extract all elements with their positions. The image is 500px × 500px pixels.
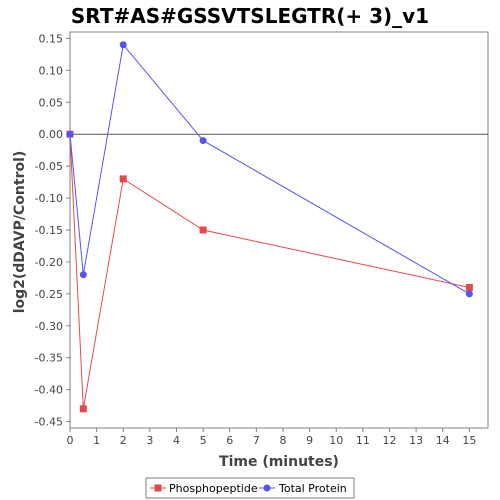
legend-label: Total Protein (278, 482, 347, 495)
x-tick-label: 15 (462, 434, 476, 447)
x-tick-label: 3 (146, 434, 153, 447)
data-point (465, 290, 473, 298)
series-total-protein (66, 41, 473, 298)
x-tick-label: 12 (382, 434, 396, 447)
x-tick-label: 0 (67, 434, 74, 447)
legend-item: Phosphopeptide (150, 482, 258, 495)
y-tick-label: -0.30 (35, 320, 63, 333)
y-tick-label: 0.00 (39, 128, 64, 141)
x-tick-label: 4 (173, 434, 180, 447)
x-tick-label: 1 (93, 434, 100, 447)
y-tick-label: -0.40 (35, 384, 63, 397)
x-tick-label: 13 (409, 434, 423, 447)
x-tick-label: 11 (356, 434, 370, 447)
legend: Phosphopeptide Total Protein (145, 477, 355, 499)
chart-title: SRT#AS#GSSVTSLEGTR(+ 3)_v1 (71, 4, 429, 28)
data-point (119, 41, 127, 49)
y-tick-label: 0.15 (39, 32, 64, 45)
y-axis-label: log2(dDAVP/Control) (12, 151, 28, 314)
legend-box (145, 477, 355, 499)
y-tick-label: 0.10 (39, 64, 64, 77)
y-tick-label: -0.15 (35, 224, 63, 237)
y-tick-label: 0.05 (39, 96, 64, 109)
legend-item: Total Protein (259, 482, 347, 495)
y-axis: 0.15 0.10 0.05 0.00 -0.05 -0.10 -0.15 -0.20 -0.2… (35, 32, 70, 429)
legend-marker (263, 484, 271, 492)
x-tick-label: 5 (200, 434, 207, 447)
x-tick-label: 10 (329, 434, 343, 447)
x-tick-label: 14 (436, 434, 450, 447)
plot-area (69, 31, 489, 429)
x-axis-label: Time (minutes) (219, 454, 339, 470)
data-point (66, 130, 74, 138)
x-tick-label: 2 (120, 434, 127, 447)
x-tick-label: 6 (226, 434, 233, 447)
data-point (199, 137, 207, 145)
legend-label: Phosphopeptide (169, 482, 258, 495)
y-tick-label: -0.10 (35, 192, 63, 205)
data-point (465, 283, 473, 291)
legend-marker (154, 484, 162, 492)
data-point (199, 226, 207, 234)
data-point (79, 271, 87, 279)
x-tick-label: 9 (306, 434, 313, 447)
y-tick-label: -0.20 (35, 256, 63, 269)
x-tick-label: 7 (253, 434, 260, 447)
y-tick-label: -0.25 (35, 288, 63, 301)
y-tick-label: -0.45 (35, 416, 63, 429)
y-tick-label: -0.35 (35, 352, 63, 365)
data-point (79, 405, 87, 413)
x-axis: 0 1 2 3 4 5 6 7 8 9 10 11 12 13 14 15 (67, 428, 476, 447)
series-layer (66, 41, 473, 413)
x-tick-label: 8 (279, 434, 286, 447)
y-tick-label: -0.05 (35, 160, 63, 173)
data-point (119, 175, 127, 183)
